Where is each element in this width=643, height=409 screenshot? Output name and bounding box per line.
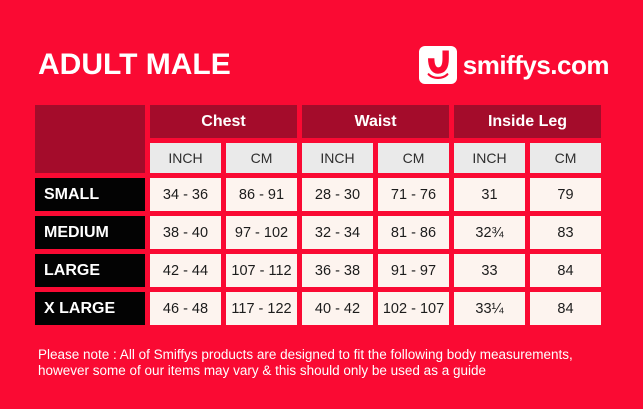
smiffys-smile-icon (418, 46, 457, 84)
cell-value: 117 - 122 (226, 292, 297, 325)
cell-value: 102 - 107 (378, 292, 449, 325)
cell-value: 28 - 30 (302, 178, 373, 211)
cell-value: 33¼ (454, 292, 525, 325)
size-label-xlarge: X LARGE (35, 292, 145, 325)
cell-value: 34 - 36 (150, 178, 221, 211)
cell-value: 83 (530, 216, 601, 249)
cell-value: 38 - 40 (150, 216, 221, 249)
table-row-xlarge: X LARGE 46 - 48 117 - 122 40 - 42 102 - … (35, 292, 601, 325)
column-group-waist: Waist (302, 105, 449, 138)
table-row-large: LARGE 42 - 44 107 - 112 36 - 38 91 - 97 … (35, 254, 601, 287)
footer-note-line-1: Please note : All of Smiffys products ar… (38, 347, 573, 363)
unit-header-insideleg-cm: CM (530, 143, 601, 173)
size-label-small: SMALL (35, 178, 145, 211)
header: ADULT MALE smiffys.com (0, 0, 643, 100)
cell-value: 36 - 38 (302, 254, 373, 287)
cell-value: 46 - 48 (150, 292, 221, 325)
cell-value: 79 (530, 178, 601, 211)
cell-value: 42 - 44 (150, 254, 221, 287)
unit-header-chest-inch: INCH (150, 143, 221, 173)
unit-header-row: INCH CM INCH CM INCH CM (35, 143, 601, 173)
cell-value: 84 (530, 292, 601, 325)
footer-note-line-2: however some of our items may vary & thi… (38, 362, 486, 378)
cell-value: 84 (530, 254, 601, 287)
cell-value: 97 - 102 (226, 216, 297, 249)
cell-value: 107 - 112 (226, 254, 297, 287)
table-row-medium: MEDIUM 38 - 40 97 - 102 32 - 34 81 - 86 … (35, 216, 601, 249)
column-group-inside-leg: Inside Leg (454, 105, 601, 138)
cell-value: 91 - 97 (378, 254, 449, 287)
unit-header-waist-cm: CM (378, 143, 449, 173)
cell-value: 71 - 76 (378, 178, 449, 211)
unit-header-waist-inch: INCH (302, 143, 373, 173)
page-title: ADULT MALE (38, 48, 231, 81)
cell-value: 32¾ (454, 216, 525, 249)
size-label-medium: MEDIUM (35, 216, 145, 249)
smiffys-logo: smiffys.com (418, 46, 610, 84)
column-group-chest: Chest (150, 105, 297, 138)
cell-value: 81 - 86 (378, 216, 449, 249)
unit-header-insideleg-inch: INCH (454, 143, 525, 173)
cell-value: 40 - 42 (302, 292, 373, 325)
group-header-row: Chest Waist Inside Leg (35, 105, 601, 173)
cell-value: 32 - 34 (302, 216, 373, 249)
size-chart-table: Chest Waist Inside Leg INCH CM INCH CM I… (30, 100, 606, 330)
size-label-large: LARGE (35, 254, 145, 287)
unit-header-chest-cm: CM (226, 143, 297, 173)
smiffys-logo-text: smiffys.com (462, 49, 610, 80)
cell-value: 86 - 91 (226, 178, 297, 211)
corner-cell (35, 105, 145, 173)
table-row-small: SMALL 34 - 36 86 - 91 28 - 30 71 - 76 31… (35, 178, 601, 211)
cell-value: 33 (454, 254, 525, 287)
footer-note: Please note : All of Smiffys products ar… (38, 347, 573, 378)
cell-value: 31 (454, 178, 525, 211)
